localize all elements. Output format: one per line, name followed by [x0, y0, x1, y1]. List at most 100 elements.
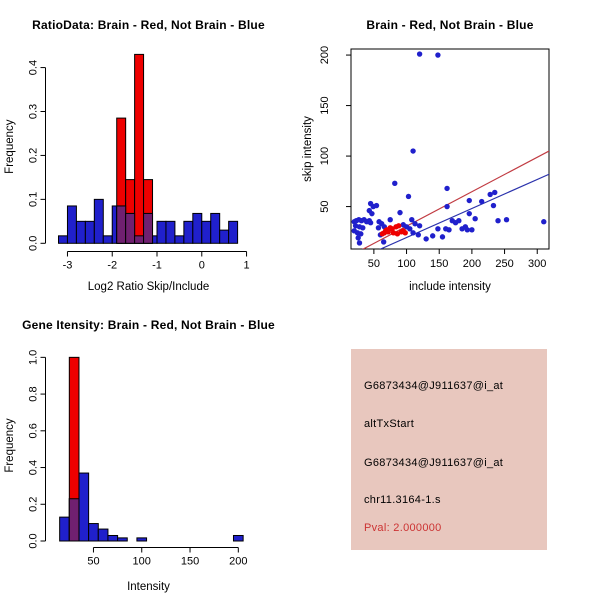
not-brain-point — [490, 202, 497, 209]
probe-info-line: G6873434@J911637@i_at — [364, 380, 504, 392]
histogram-bar-blue — [156, 220, 167, 244]
histogram-bar-blue — [192, 212, 203, 244]
not-brain-point — [409, 217, 415, 223]
histogram-bar-blue — [183, 220, 194, 244]
y-axis-title: skip intensity — [302, 116, 314, 182]
histogram-bar-blue — [136, 537, 148, 542]
not-brain-point — [410, 230, 416, 236]
not-brain-point — [392, 180, 398, 187]
y-tick-label: 0.1 — [28, 192, 40, 207]
y-tick-label: 0.2 — [28, 497, 40, 512]
not-brain-point — [380, 239, 387, 245]
not-brain-point — [416, 51, 423, 57]
histogram-bar-blue — [59, 516, 70, 542]
not-brain-point — [478, 198, 485, 205]
histogram-overlap-purple — [68, 498, 80, 542]
x-tick-label: 200 — [463, 258, 481, 270]
not-brain-point — [495, 218, 501, 224]
fit-line-brain — [361, 150, 549, 249]
not-brain-point — [412, 221, 418, 227]
x-tick-label: -1 — [152, 260, 162, 272]
x-tick-label: -2 — [107, 260, 117, 272]
not-brain-point — [446, 227, 452, 233]
intensity-scatter-panel: 50 100 150 200 250 300 50 100 150 200 Brain - Red,… — [300, 0, 600, 300]
not-brain-point — [369, 210, 375, 217]
ratio-histogram-panel: -3 -2 -1 0 1 0.0 0.1 0.2 0.3 0.4 RatioData: Brain … — [0, 0, 300, 300]
plot-box — [350, 48, 550, 250]
histogram-overlap-purple — [134, 235, 145, 244]
intensity-scatter-svg: 50 100 150 200 250 300 50 100 150 200 Brain - Red,… — [302, 18, 550, 293]
y-tick-label: 0.4 — [28, 60, 40, 75]
not-brain-point — [415, 232, 422, 238]
x-tick-label: 50 — [87, 556, 99, 568]
histogram-bar-blue — [93, 198, 104, 244]
not-brain-point — [439, 234, 446, 240]
x-tick-label: 150 — [181, 556, 199, 568]
y-tick-label: 100 — [319, 147, 331, 165]
histogram-bar-blue — [232, 534, 244, 542]
not-brain-point — [416, 223, 423, 229]
x-axis-title: Log2 Ratio Skip/Include — [88, 281, 209, 293]
histogram-overlap-purple — [125, 212, 136, 244]
not-brain-point — [466, 210, 472, 217]
chart-title: Gene Itensity: Brain - Red, Not Brain - … — [22, 318, 275, 332]
y-axis-title: Frequency — [4, 119, 16, 174]
x-tick-label: -3 — [63, 260, 73, 272]
brain-point — [402, 230, 408, 236]
not-brain-point — [397, 209, 403, 216]
not-brain-point — [472, 215, 478, 222]
histogram-overlap-purple — [116, 205, 127, 244]
histogram-bar-blue — [102, 235, 113, 244]
histogram-bar-blue — [97, 528, 109, 542]
not-brain-point — [375, 225, 382, 231]
not-brain-point — [405, 193, 412, 200]
histogram-bar-blue — [107, 534, 119, 542]
x-tick-label: 200 — [229, 556, 247, 568]
ratio-histogram-svg: -3 -2 -1 0 1 0.0 0.1 0.2 0.3 0.4 RatioData: Brain … — [4, 18, 265, 293]
not-brain-point — [469, 227, 475, 233]
histogram-bar-blue — [78, 472, 90, 542]
histogram-bar-blue — [201, 220, 212, 244]
x-tick-label: 100 — [397, 258, 415, 270]
chart-title: Brain - Red, Not Brain - Blue — [366, 18, 533, 32]
probe-info-panel: G6873434@J911637@i_at altTxStart G6873434@… — [300, 300, 600, 600]
not-brain-point — [435, 226, 441, 232]
not-brain-point — [444, 185, 450, 192]
fit-line-not-brain — [379, 173, 549, 249]
histogram-bar-blue — [75, 220, 86, 244]
probe-info-line: G6873434@J911637@i_at — [364, 457, 504, 469]
y-tick-label: 0.2 — [28, 148, 40, 163]
not-brain-point — [464, 227, 471, 233]
y-tick-label: 0.8 — [28, 386, 40, 401]
histogram-overlap-purple — [143, 212, 154, 244]
y-tick-label: 50 — [319, 200, 331, 212]
y-tick-label: 1.0 — [28, 350, 40, 365]
not-brain-point — [410, 148, 416, 154]
y-tick-label: 0.0 — [28, 533, 40, 548]
brain-point — [396, 223, 402, 229]
y-axis-title: Frequency — [4, 418, 16, 473]
histogram-bar-blue — [66, 205, 77, 244]
histogram-bar-blue — [58, 235, 68, 244]
histogram-bar-blue — [228, 220, 239, 244]
x-tick-label: 100 — [133, 556, 151, 568]
chart-title: RatioData: Brain - Red, Not Brain - Blue — [32, 18, 265, 32]
histogram-bar-blue — [174, 235, 185, 244]
not-brain-point — [444, 203, 450, 210]
not-brain-point — [360, 225, 366, 231]
histogram-bar-blue — [84, 220, 95, 244]
y-tick-label: 0.6 — [28, 423, 40, 438]
x-tick-label: 150 — [430, 258, 448, 270]
y-tick-label: 0.4 — [28, 460, 40, 475]
not-brain-point — [355, 235, 361, 241]
histogram-bar-blue — [117, 537, 128, 542]
not-brain-point — [456, 218, 462, 224]
probe-info-line: chr11.3164-1.s — [364, 494, 441, 506]
not-brain-point — [367, 220, 374, 226]
not-brain-point — [466, 197, 472, 204]
not-brain-point — [358, 231, 364, 237]
x-tick-label: 250 — [495, 258, 513, 270]
not-brain-point — [487, 191, 493, 198]
probe-info-box: G6873434@J911637@i_at altTxStart G6873434@… — [351, 349, 547, 550]
